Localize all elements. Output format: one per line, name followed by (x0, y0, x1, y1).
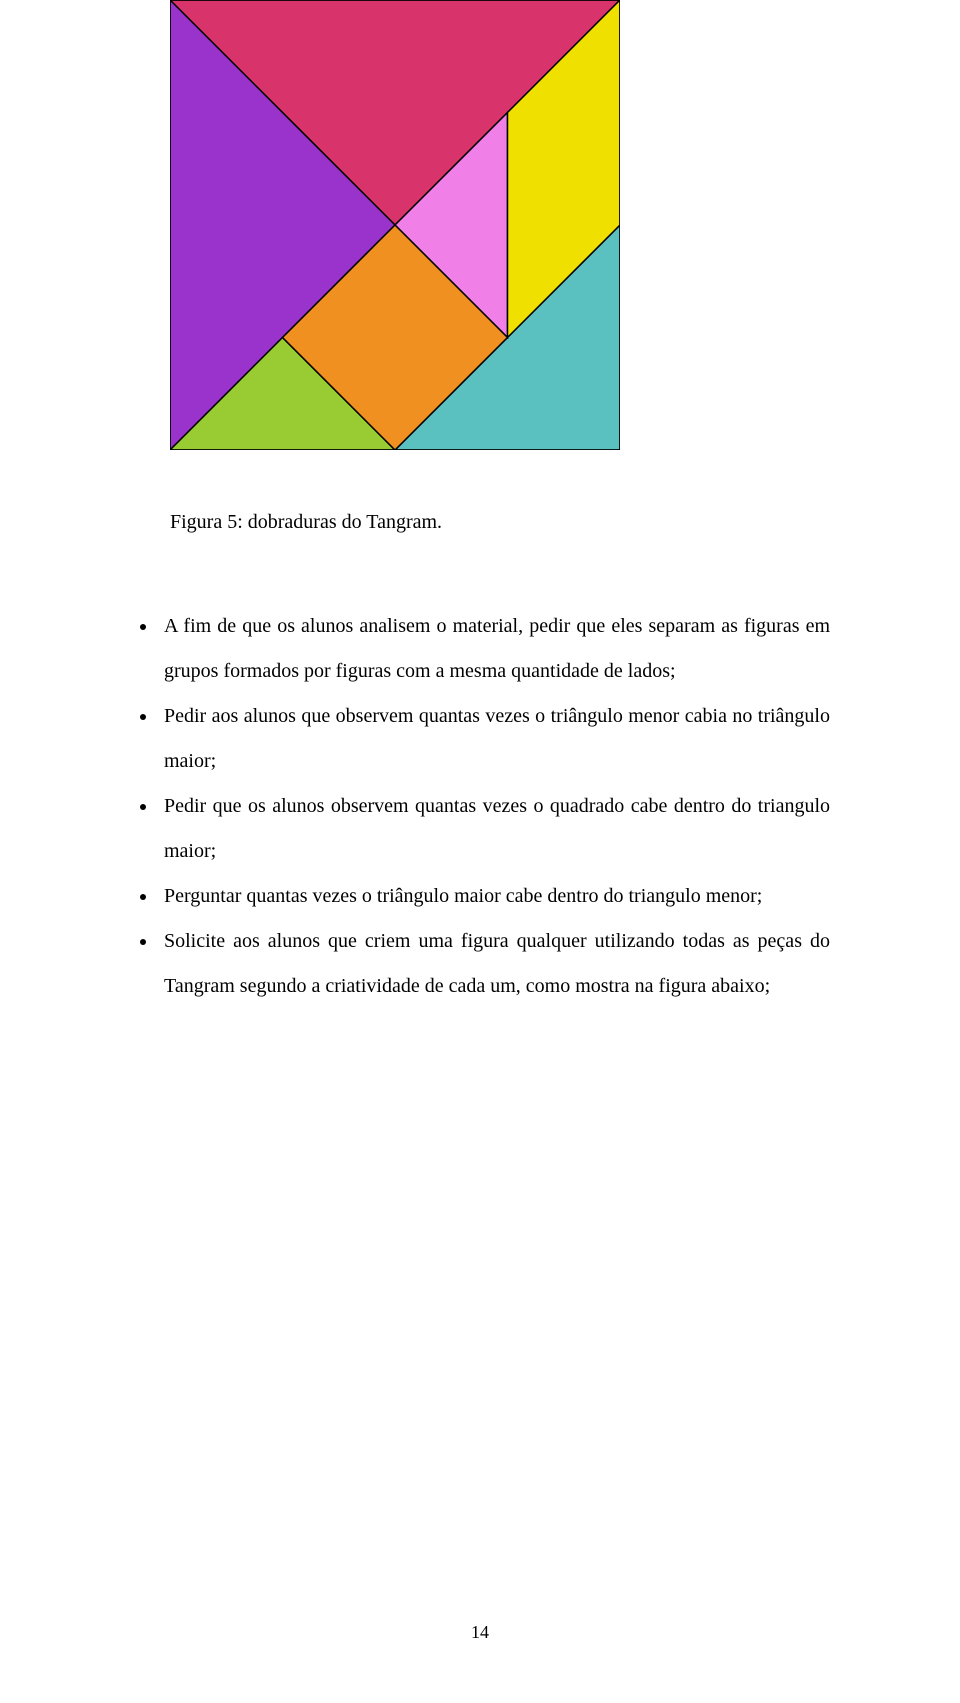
tangram-figure (170, 0, 830, 450)
list-item: Perguntar quantas vezes o triângulo maio… (158, 874, 830, 919)
page-number: 14 (0, 1622, 960, 1643)
list-item: Pedir que os alunos observem quantas vez… (158, 784, 830, 874)
figure-caption: Figura 5: dobraduras do Tangram. (170, 500, 830, 544)
tangram-diagram (170, 0, 620, 450)
page: Figura 5: dobraduras do Tangram. A fim d… (0, 0, 960, 1703)
bullet-list: A fim de que os alunos analisem o materi… (130, 604, 830, 1009)
list-item: Solicite aos alunos que criem uma figura… (158, 919, 830, 1009)
list-item: A fim de que os alunos analisem o materi… (158, 604, 830, 694)
list-item: Pedir aos alunos que observem quantas ve… (158, 694, 830, 784)
